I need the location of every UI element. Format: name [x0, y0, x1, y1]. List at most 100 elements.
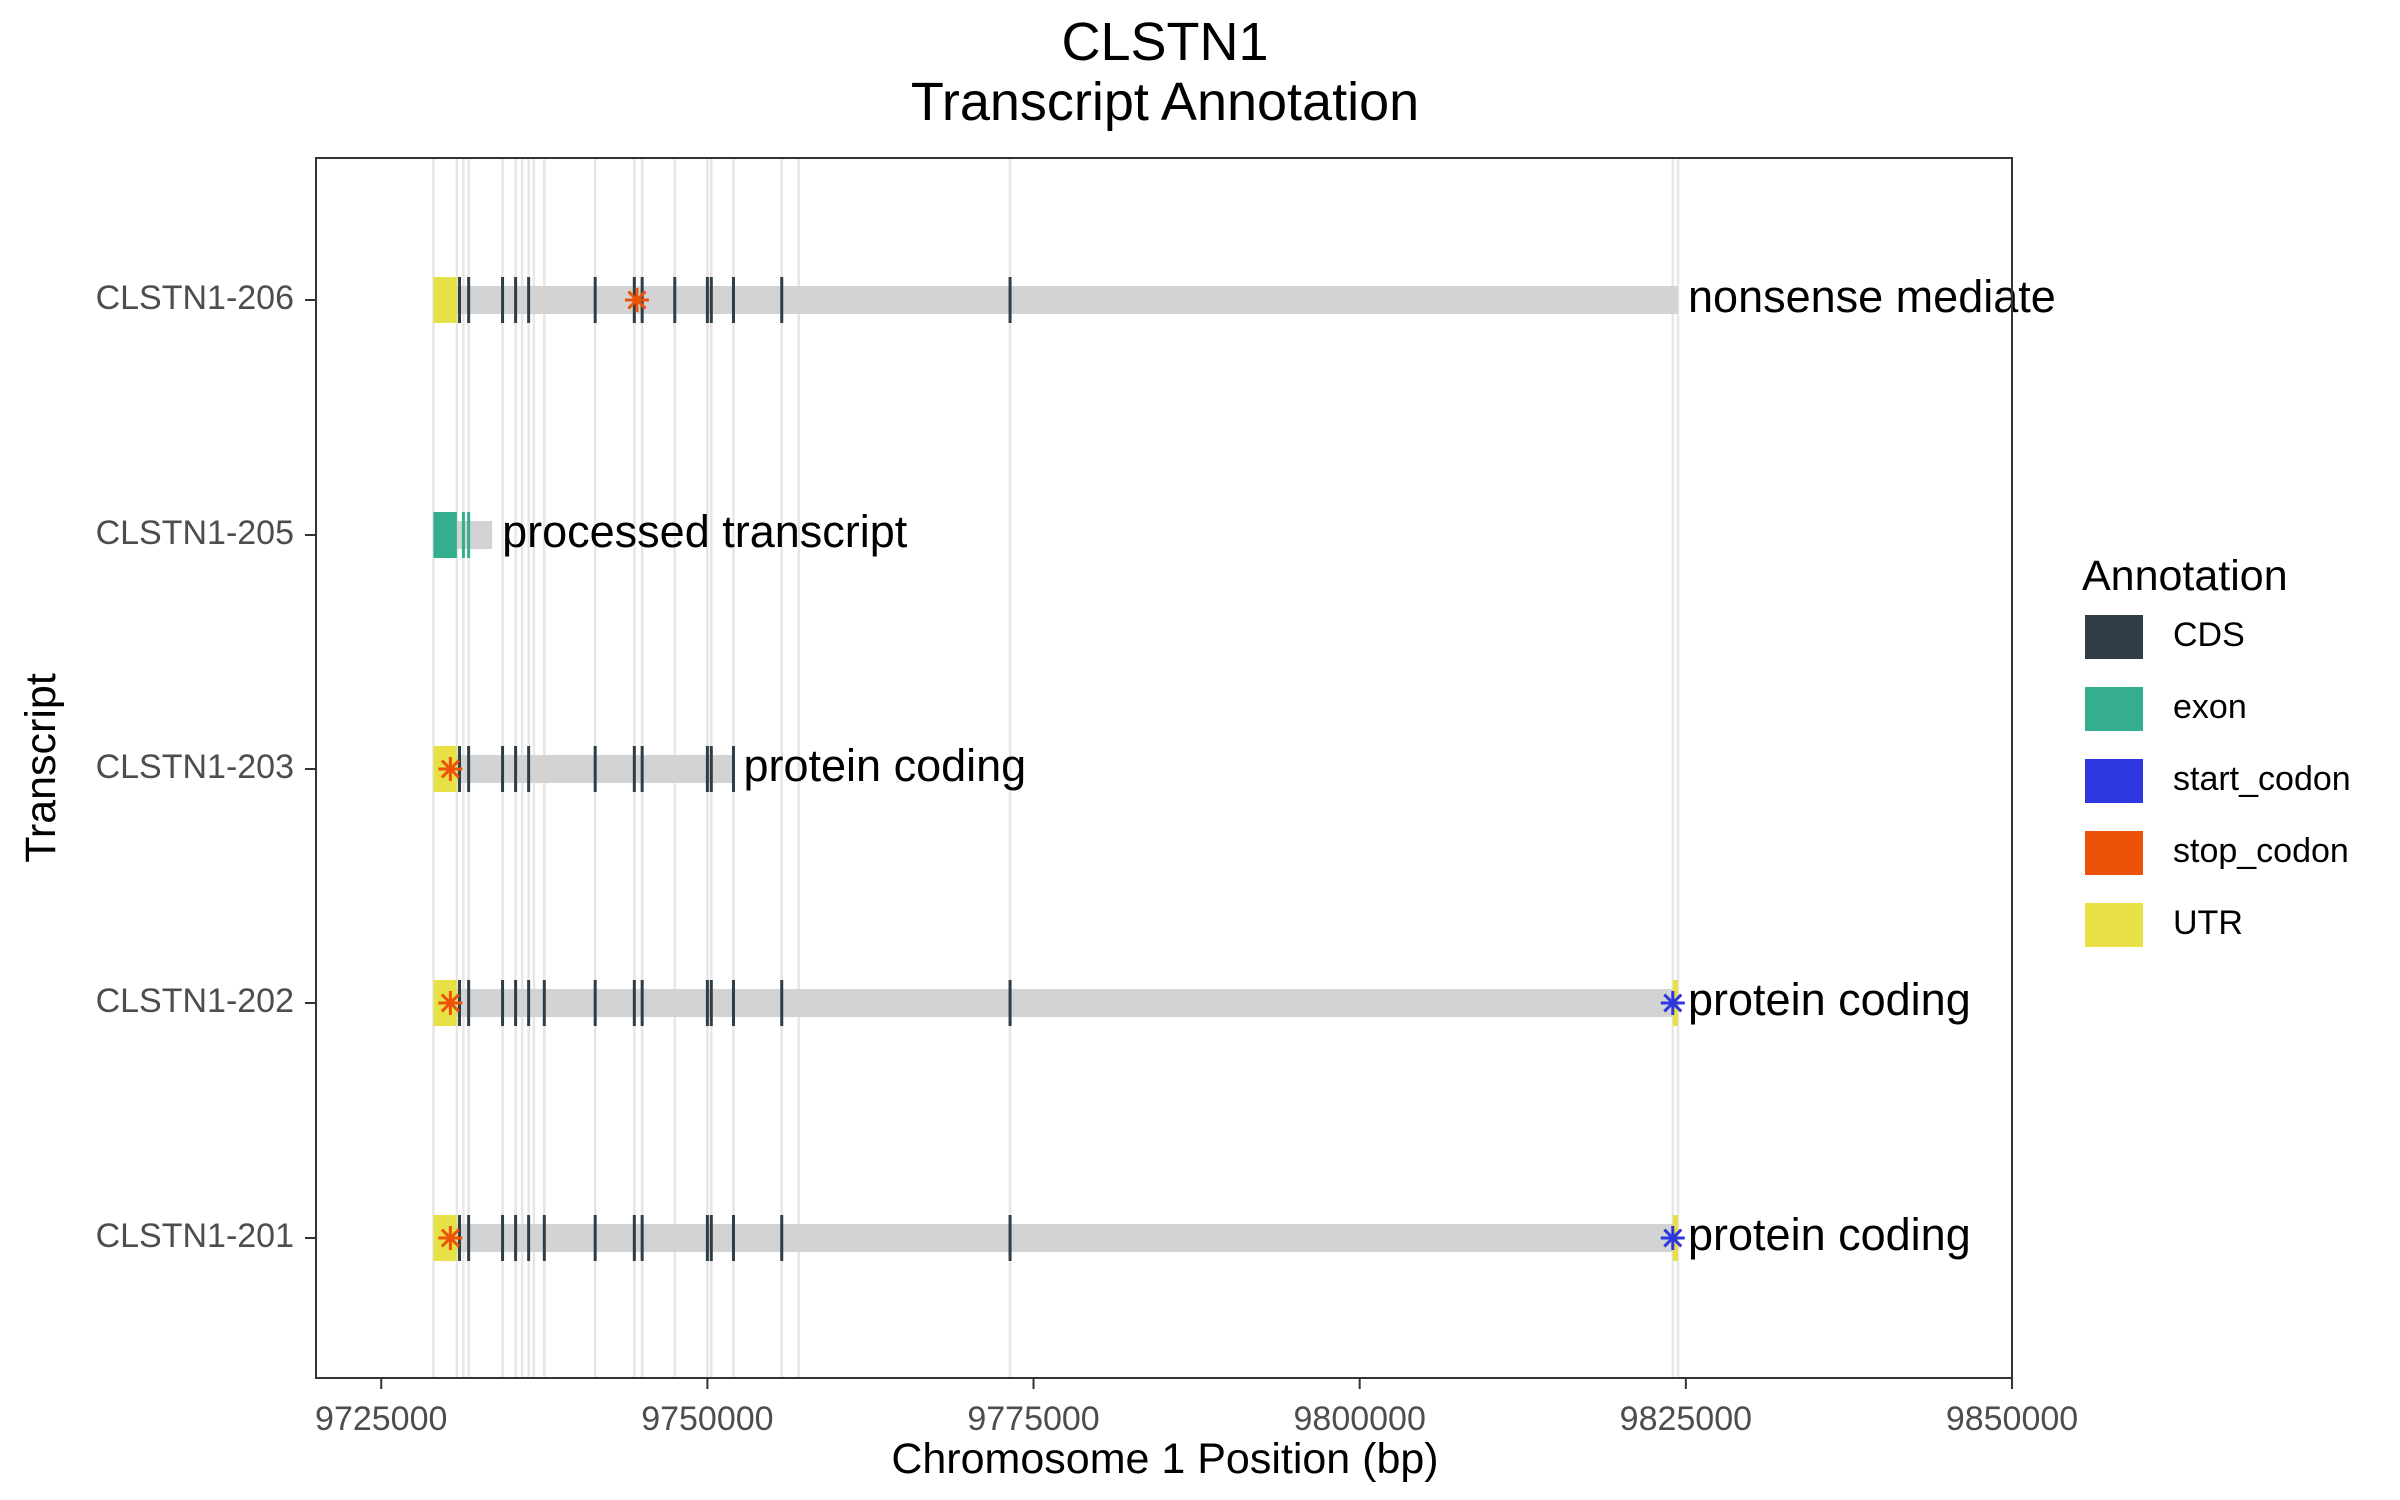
cds-block [673, 277, 677, 323]
cds-block [731, 980, 735, 1026]
cds-block [780, 277, 784, 323]
cds-block [527, 1215, 531, 1261]
transcript-track: processed transcript [433, 506, 908, 558]
legend-item: UTR [2085, 903, 2243, 947]
transcript-backbone [433, 755, 734, 783]
x-axis: 9725000 9750000 9775000 9800000 9825000 98500… [315, 1378, 2078, 1438]
cds-block [709, 746, 713, 792]
cds-block [458, 277, 462, 323]
cds-block [593, 1215, 597, 1261]
legend-title: Annotation [2082, 552, 2288, 600]
cds-block [593, 980, 597, 1026]
x-tick-label: 9775000 [967, 1400, 1099, 1438]
cds-block [467, 746, 471, 792]
y-tick-label: CLSTN1-203 [96, 748, 294, 786]
cds-block [542, 1215, 546, 1261]
transcript-tracks: nonsense mediate processed transcript prot… [433, 271, 2056, 1261]
cds-block [467, 1215, 471, 1261]
transcript-track: protein coding [433, 974, 1971, 1026]
cds-block [514, 1215, 518, 1261]
transcript-backbone [433, 286, 1679, 314]
legend-label: exon [2173, 688, 2247, 726]
stop-codon-marker [438, 757, 463, 781]
cds-block [705, 1215, 709, 1261]
x-tick-label: 9725000 [315, 1400, 447, 1438]
start-codon-marker [1660, 991, 1685, 1015]
transcript-biotype-label: protein coding [1688, 974, 1971, 1025]
cds-block [467, 980, 471, 1026]
cds-block [709, 980, 713, 1026]
legend: Annotation CDS exon start_codon stop_codon U… [2082, 552, 2351, 947]
cds-block [705, 277, 709, 323]
legend-item: exon [2085, 687, 2247, 731]
cds-block [731, 277, 735, 323]
transcript-backbone [433, 1224, 1679, 1252]
stop-codon-marker [438, 991, 463, 1015]
cds-block [780, 1215, 784, 1261]
chart-subtitle: Transcript Annotation [911, 72, 1419, 132]
exon-block [433, 512, 457, 558]
legend-label: stop_codon [2173, 832, 2349, 870]
cds-block [514, 277, 518, 323]
transcript-backbone [433, 989, 1679, 1017]
legend-swatch [2085, 615, 2143, 659]
x-tick-label: 9825000 [1620, 1400, 1752, 1438]
exon-block [461, 512, 465, 558]
cds-block [1008, 277, 1012, 323]
transcript-biotype-label: protein coding [743, 740, 1026, 791]
cds-block [705, 746, 709, 792]
cds-block [501, 277, 505, 323]
cds-block [527, 980, 531, 1026]
legend-label: UTR [2173, 904, 2243, 942]
legend-label: CDS [2173, 616, 2245, 654]
transcript-track: nonsense mediate [433, 271, 2056, 323]
cds-block [705, 980, 709, 1026]
legend-label: start_codon [2173, 760, 2351, 798]
legend-swatch [2085, 903, 2143, 947]
cds-block [467, 277, 471, 323]
legend-swatch [2085, 759, 2143, 803]
y-tick-label: CLSTN1-206 [96, 279, 294, 317]
y-axis-title: Transcript [17, 673, 65, 863]
cds-block [593, 277, 597, 323]
cds-block [632, 1215, 636, 1261]
x-tick-label: 9800000 [1294, 1400, 1426, 1438]
cds-block [593, 746, 597, 792]
cds-block [640, 746, 644, 792]
cds-block [640, 980, 644, 1026]
cds-block [542, 980, 546, 1026]
transcript-biotype-label: protein coding [1688, 1209, 1971, 1260]
cds-block [501, 746, 505, 792]
cds-block [527, 277, 531, 323]
y-axis: CLSTN1-206 CLSTN1-205 CLSTN1-203 CLSTN1-202… [96, 279, 316, 1255]
cds-block [514, 746, 518, 792]
exon-block [467, 512, 471, 558]
cds-block [640, 1215, 644, 1261]
cds-block [709, 1215, 713, 1261]
legend-item: CDS [2085, 615, 2245, 659]
legend-swatch [2085, 687, 2143, 731]
utr-block [433, 277, 457, 323]
cds-block [501, 1215, 505, 1261]
x-axis-title: Chromosome 1 Position (bp) [891, 1435, 1438, 1483]
legend-item: start_codon [2085, 759, 2351, 803]
transcript-track: protein coding [433, 1209, 1971, 1261]
y-tick-label: CLSTN1-205 [96, 514, 294, 552]
y-tick-label: CLSTN1-202 [96, 982, 294, 1020]
cds-block [1008, 1215, 1012, 1261]
legend-swatch [2085, 831, 2143, 875]
cds-block [632, 980, 636, 1026]
cds-block [514, 980, 518, 1026]
cds-block [1008, 980, 1012, 1026]
stop-codon-marker [438, 1226, 463, 1250]
chart-title: CLSTN1 [1061, 12, 1268, 72]
transcript-biotype-label: nonsense mediate [1688, 271, 2056, 322]
stop-codon-marker [624, 288, 649, 312]
cds-block [731, 746, 735, 792]
cds-block [501, 980, 505, 1026]
start-codon-marker [1660, 1226, 1685, 1250]
legend-item: stop_codon [2085, 831, 2349, 875]
cds-block [709, 277, 713, 323]
y-tick-label: CLSTN1-201 [96, 1217, 294, 1255]
